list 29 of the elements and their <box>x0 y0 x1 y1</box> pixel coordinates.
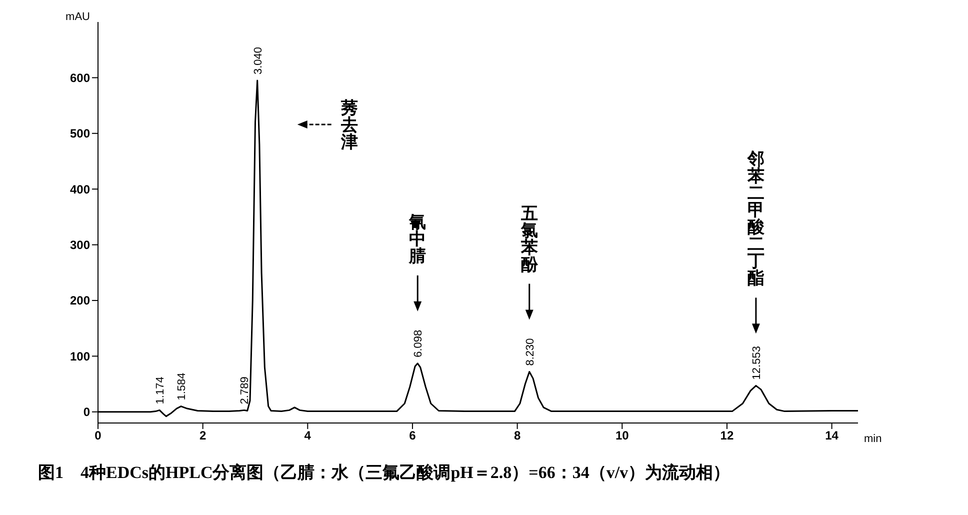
annotation: 2.789 <box>239 376 252 404</box>
y-axis-title: mAU <box>66 10 90 23</box>
x-tick-label: 8 <box>514 428 521 443</box>
x-tick-label: 12 <box>720 428 734 443</box>
x-tick-label: 6 <box>409 428 416 443</box>
annotation: 6.098 <box>412 330 425 358</box>
x-tick-label: 0 <box>94 428 102 443</box>
y-tick-label: 400 <box>70 182 90 196</box>
y-tick-label: 500 <box>70 126 90 141</box>
y-tick-label: 100 <box>70 349 90 364</box>
annotation: 1.174 <box>154 376 167 404</box>
annotation: 12.553 <box>750 346 763 380</box>
x-tick-label: 10 <box>615 428 630 443</box>
annotation: 五氯苯酚 <box>520 204 539 275</box>
x-axis-title: min <box>864 432 882 445</box>
x-tick-label: 4 <box>304 428 312 443</box>
y-tick-label: 200 <box>70 294 90 308</box>
y-tick-label: 300 <box>70 238 90 252</box>
y-tick-label: 0 <box>83 405 90 420</box>
annotation: 莠去津 <box>340 98 358 152</box>
y-tick-label: 600 <box>70 70 90 85</box>
annotation: 3.040 <box>252 46 264 74</box>
annotation: 邻苯二甲酸二丁酯 <box>746 150 766 289</box>
x-tick-label: 2 <box>199 428 206 443</box>
x-tick-label: 14 <box>825 428 839 443</box>
text: 图1 4种EDCs的HPLC分离图（乙腈：水（三氟乙酸调pH＝2.8）=66：34（v/v）为流动相） <box>37 462 732 484</box>
annotation: 8.230 <box>524 338 536 366</box>
annotation: 1.584 <box>176 372 188 400</box>
annotation: 氰中腈 <box>408 212 426 266</box>
